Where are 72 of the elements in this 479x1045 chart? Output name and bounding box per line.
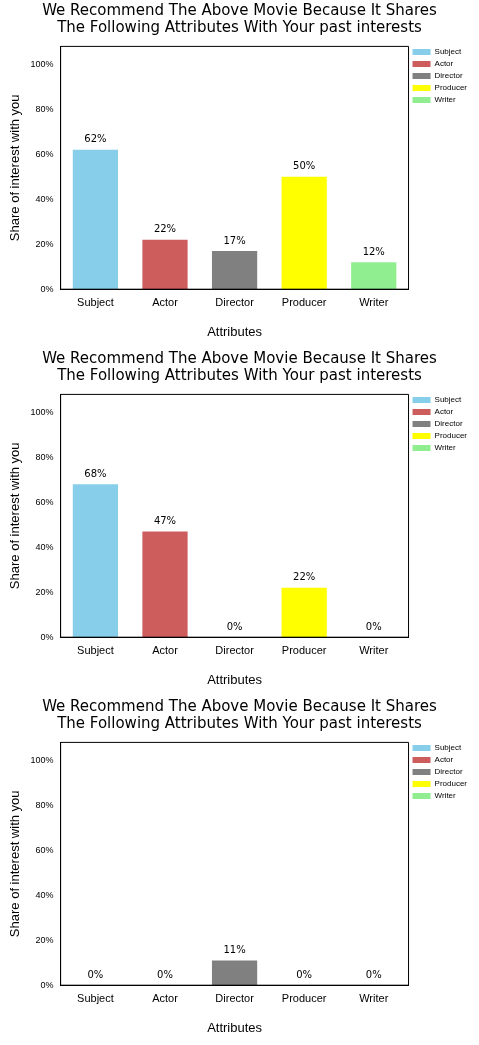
legend-label: Producer <box>434 779 468 789</box>
data-label: 68% <box>84 467 107 479</box>
y-tick-label: 80% <box>35 103 54 114</box>
legend-label: Subject <box>434 47 462 57</box>
y-axis-title: Share of interest with you <box>7 790 23 938</box>
legend-label: Actor <box>434 407 454 417</box>
legend-label: Writer <box>434 443 457 453</box>
x-tick-label: Producer <box>281 643 327 656</box>
data-label: 0% <box>87 968 104 980</box>
data-label: 62% <box>84 133 107 145</box>
y-tick-label: 100% <box>30 58 54 69</box>
y-tick-label: 60% <box>35 844 54 855</box>
y-axis-title: Share of interest with you <box>7 442 23 590</box>
y-tick-label: 60% <box>35 148 54 159</box>
x-tick-label: Writer <box>359 991 389 1004</box>
data-label: 11% <box>223 944 246 956</box>
legend-label: Writer <box>434 95 457 105</box>
data-label: 17% <box>223 234 246 246</box>
x-tick-label: Writer <box>359 295 389 308</box>
x-tick-label: Producer <box>281 295 327 308</box>
x-tick-label: Subject <box>77 991 114 1004</box>
x-tick-label: Director <box>215 991 255 1004</box>
data-label: 0% <box>365 620 382 632</box>
legend-label: Actor <box>434 755 454 765</box>
x-tick-label: Actor <box>152 295 179 308</box>
y-tick-label: 20% <box>35 586 54 597</box>
chart-title: We Recommend The Above Movie Because It Shares The Following Attributes With Your past interests <box>41 348 438 386</box>
data-label: 12% <box>362 245 385 257</box>
legend-label: Director <box>434 419 463 429</box>
data-label: 0% <box>226 620 243 632</box>
legend-label: Writer <box>434 791 457 801</box>
legend-label: Producer <box>434 83 468 93</box>
x-tick-label: Director <box>215 643 255 656</box>
x-tick-label: Director <box>215 295 255 308</box>
x-axis-title: Attributes <box>207 1019 263 1035</box>
y-tick-label: 80% <box>35 451 54 462</box>
x-tick-label: Producer <box>281 991 327 1004</box>
x-tick-label: Subject <box>77 295 114 308</box>
y-tick-label: 80% <box>35 799 54 810</box>
data-label: 0% <box>296 968 313 980</box>
data-label: 22% <box>153 223 177 235</box>
y-tick-label: 0% <box>40 283 54 294</box>
legend-label: Subject <box>434 743 462 753</box>
y-tick-label: 0% <box>40 979 54 990</box>
x-axis-title: Attributes <box>207 323 263 339</box>
y-tick-label: 100% <box>30 406 54 417</box>
chart-title: We Recommend The Above Movie Because It Shares The Following Attributes With Your past interests <box>41 696 438 734</box>
y-tick-label: 0% <box>40 631 54 642</box>
legend-label: Director <box>434 767 463 777</box>
y-tick-label: 60% <box>35 496 54 507</box>
y-tick-label: 20% <box>35 238 54 249</box>
data-label: 0% <box>157 968 173 980</box>
x-tick-label: Writer <box>359 643 389 656</box>
x-tick-label: Actor <box>152 991 179 1004</box>
y-axis-title: Share of interest with you <box>7 94 23 242</box>
x-tick-label: Subject <box>77 643 114 656</box>
data-label: 50% <box>293 160 316 172</box>
chart-title: We Recommend The Above Movie Because It Shares The Following Attributes With Your past interests <box>41 0 438 38</box>
x-tick-label: Actor <box>152 643 179 656</box>
legend-label: Producer <box>434 431 468 441</box>
y-tick-label: 100% <box>30 754 54 765</box>
legend-label: Director <box>434 71 463 81</box>
y-tick-label: 40% <box>35 889 54 900</box>
legend-label: Subject <box>434 395 462 405</box>
legend-label: Actor <box>434 59 454 69</box>
y-tick-label: 40% <box>35 541 54 552</box>
y-tick-label: 20% <box>35 934 54 945</box>
data-label: 22% <box>293 571 316 583</box>
y-tick-label: 40% <box>35 193 54 204</box>
data-label: 0% <box>365 968 382 980</box>
data-label: 47% <box>153 515 177 527</box>
x-axis-title: Attributes <box>207 671 263 687</box>
